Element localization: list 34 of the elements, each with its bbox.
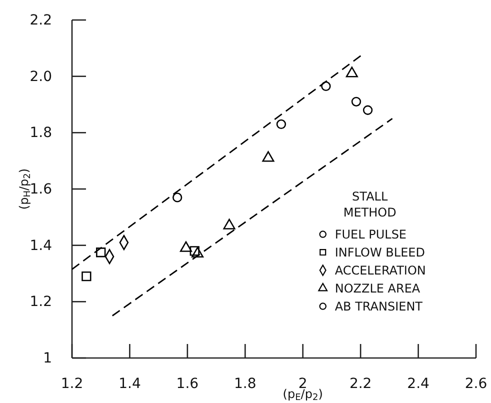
y-tick-label: 2.0 (30, 68, 52, 85)
point (276, 119, 286, 130)
point (321, 81, 331, 92)
x-tick-label: 2.2 (349, 376, 372, 392)
point (192, 246, 204, 258)
y-tick-label: 1.4 (30, 238, 52, 254)
x-tick-label: 1.8 (234, 376, 256, 392)
y-tick-label: 1.2 (30, 294, 52, 310)
x-tick-label: 2.4 (407, 376, 430, 392)
point (362, 105, 373, 115)
x-tick-label: 2.6 (464, 376, 488, 392)
point (82, 271, 92, 282)
point (96, 248, 106, 258)
legend-label: INFLOW BLEED (334, 245, 425, 260)
y-tick-label: 1.6 (30, 181, 52, 198)
x-tick-label: 1.2 (60, 376, 84, 392)
legend-label: AB TRANSIENT (334, 299, 424, 314)
x-tick-label: 1.6 (176, 376, 199, 392)
x-tick-label: 1.4 (118, 376, 141, 392)
point (351, 96, 362, 107)
point (190, 246, 200, 256)
y-tick-label: 2.2 (30, 12, 52, 28)
legend-label: ACCELERATION (334, 263, 426, 278)
point (346, 66, 358, 78)
legend-title: STALL METHOD (343, 189, 396, 220)
point (223, 218, 236, 230)
point (180, 241, 192, 252)
legend-label: NOZZLE AREA (334, 281, 421, 296)
point (262, 151, 274, 162)
legend-label: FUEL PULSE (334, 227, 407, 242)
x-axis-title: (p$_{E}$/p$_{2}$) (282, 387, 323, 403)
y-tick-label: 1 (43, 350, 52, 366)
y-tick-label: 1.8 (30, 125, 52, 142)
point (172, 192, 182, 202)
